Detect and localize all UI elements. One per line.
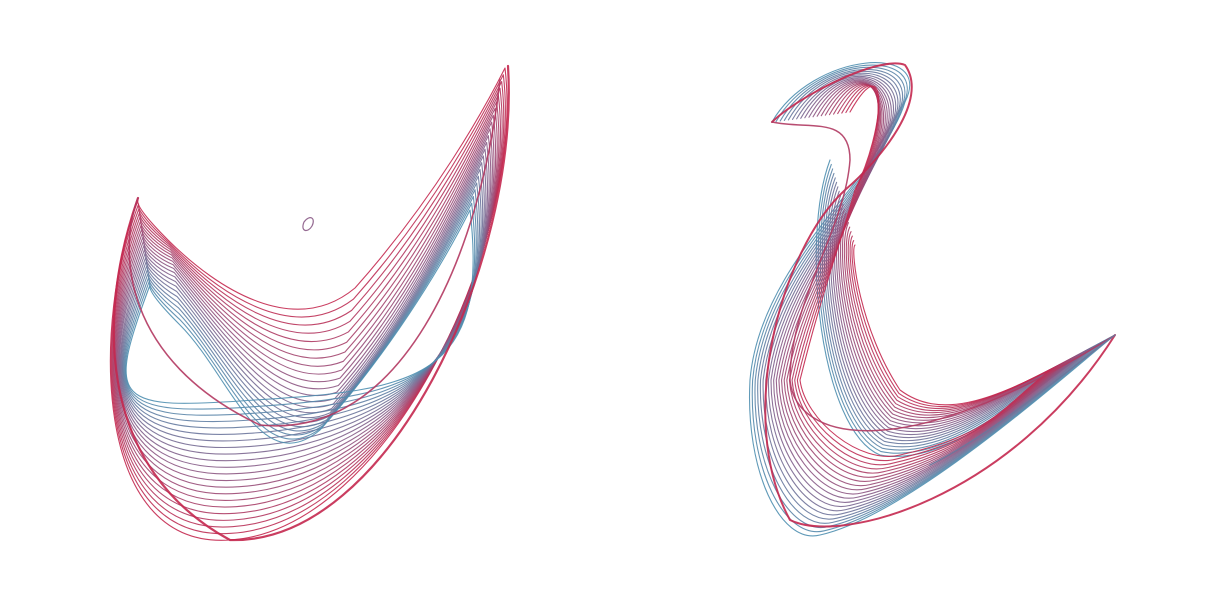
left-ribbon-line	[110, 74, 506, 534]
left-ribbon-line	[123, 189, 479, 432]
right-wing-edge	[929, 334, 1116, 466]
left-ribbon-line	[116, 121, 495, 488]
left-ribbon-line	[115, 114, 497, 495]
right-inner-rim	[771, 121, 1116, 432]
left-ribbon-line	[113, 101, 500, 508]
left-ribbon-line	[125, 209, 474, 444]
left-small-loop	[302, 217, 314, 232]
left-ribbon-line	[114, 108, 498, 501]
left-ribbon-line	[112, 94, 501, 515]
left-ribbon-line	[124, 202, 476, 440]
right-ribbon-line	[799, 85, 1051, 457]
left-ribbon-line	[109, 67, 508, 541]
left-ribbon-line	[118, 141, 490, 468]
left-ribbon-line	[116, 128, 493, 482]
left-ribbon-line	[122, 175, 482, 435]
left-inner-rim	[128, 79, 501, 427]
left-ribbon-figure	[109, 64, 510, 542]
left-ribbon-line	[122, 182, 481, 429]
left-ribbon-line	[111, 80, 505, 528]
right-ribbon-line	[759, 70, 1102, 520]
left-ribbon-line	[117, 135, 492, 475]
left-ribbon-line	[124, 195, 477, 436]
left-ribbon-line	[121, 168, 484, 442]
left-ribbon-line	[118, 148, 489, 462]
right-ribbon-figure	[748, 62, 1116, 537]
right-ribbon-line	[757, 68, 1106, 524]
left-ribbon-line	[120, 162, 485, 449]
left-ribbon-line	[112, 87, 503, 521]
right-ribbon-line	[775, 79, 1082, 495]
left-outer-rim	[112, 64, 510, 542]
right-outer-rim	[764, 62, 1116, 528]
left-ribbon-line	[119, 155, 487, 455]
